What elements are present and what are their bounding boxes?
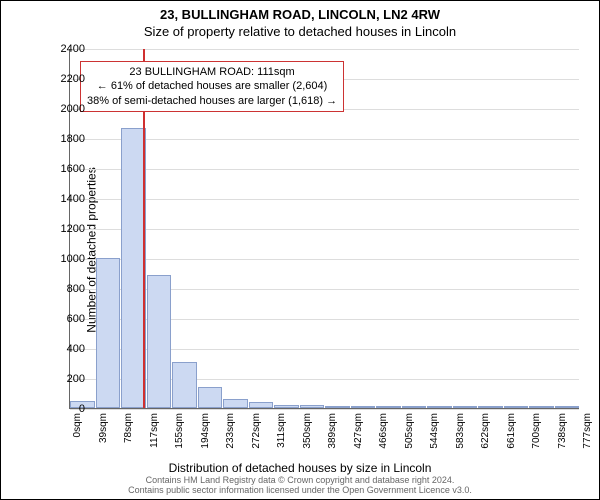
x-tick-label: 233sqm: [225, 413, 236, 449]
chart-container: 23, BULLINGHAM ROAD, LINCOLN, LN2 4RW Si…: [1, 1, 599, 499]
y-tick-label: 600: [45, 313, 85, 325]
x-tick-label: 738sqm: [557, 413, 568, 449]
y-tick-label: 400: [45, 343, 85, 355]
annotation-line2: ← 61% of detached houses are smaller (2,…: [87, 79, 337, 93]
histogram-bar: [376, 406, 401, 408]
histogram-bar: [172, 362, 197, 409]
gridline: [70, 139, 579, 140]
annotation-line3: 38% of semi-detached houses are larger (…: [87, 94, 337, 108]
x-tick-label: 117sqm: [149, 413, 160, 448]
histogram-bar: [198, 387, 223, 408]
footnote: Contains HM Land Registry data © Crown c…: [1, 475, 599, 495]
annotation-box: 23 BULLINGHAM ROAD: 111sqm← 61% of detac…: [80, 61, 344, 112]
histogram-bar: [223, 399, 248, 408]
y-tick-label: 1400: [45, 193, 85, 205]
y-tick-label: 800: [45, 283, 85, 295]
histogram-bar: [325, 406, 350, 408]
x-tick-label: 0sqm: [72, 413, 83, 437]
y-tick-label: 1600: [45, 163, 85, 175]
x-tick-label: 350sqm: [302, 413, 313, 449]
histogram-bar: [478, 406, 503, 408]
x-tick-label: 622sqm: [480, 413, 491, 449]
gridline: [70, 409, 579, 410]
x-tick-label: 427sqm: [353, 413, 364, 449]
x-tick-label: 777sqm: [582, 413, 593, 449]
histogram-bar: [427, 406, 452, 408]
y-tick-label: 1800: [45, 133, 85, 145]
y-tick-label: 1000: [45, 253, 85, 265]
histogram-bar: [453, 406, 478, 408]
plot-area: 23 BULLINGHAM ROAD: 111sqm← 61% of detac…: [69, 49, 579, 409]
gridline: [70, 169, 579, 170]
histogram-bar: [147, 275, 172, 409]
histogram-bar: [402, 406, 427, 408]
y-tick-label: 2000: [45, 103, 85, 115]
histogram-bar: [96, 258, 121, 408]
histogram-bar: [274, 405, 299, 408]
x-tick-label: 661sqm: [506, 413, 517, 449]
x-tick-label: 583sqm: [455, 413, 466, 449]
gridline: [70, 229, 579, 230]
histogram-bar: [555, 406, 580, 408]
gridline: [70, 259, 579, 260]
x-tick-label: 311sqm: [276, 413, 287, 448]
chart-title-line1: 23, BULLINGHAM ROAD, LINCOLN, LN2 4RW: [1, 1, 599, 22]
gridline: [70, 49, 579, 50]
x-axis-label: Distribution of detached houses by size …: [1, 461, 599, 475]
x-tick-label: 78sqm: [123, 413, 134, 443]
footnote-line2: Contains public sector information licen…: [128, 485, 472, 495]
x-tick-label: 389sqm: [327, 413, 338, 449]
y-tick-label: 2200: [45, 73, 85, 85]
histogram-bar: [121, 128, 146, 409]
chart-title-line2: Size of property relative to detached ho…: [1, 22, 599, 39]
x-tick-label: 272sqm: [251, 413, 262, 449]
x-tick-label: 466sqm: [378, 413, 389, 449]
footnote-line1: Contains HM Land Registry data © Crown c…: [146, 475, 455, 485]
annotation-line1: 23 BULLINGHAM ROAD: 111sqm: [87, 65, 337, 79]
x-tick-label: 505sqm: [404, 413, 415, 449]
histogram-bar: [351, 406, 376, 408]
y-tick-label: 2400: [45, 43, 85, 55]
y-tick-label: 1200: [45, 223, 85, 235]
x-tick-label: 194sqm: [200, 413, 211, 449]
y-tick-label: 200: [45, 373, 85, 385]
histogram-bar: [300, 405, 325, 408]
x-tick-label: 39sqm: [98, 413, 109, 443]
x-tick-label: 155sqm: [174, 413, 185, 449]
histogram-bar: [249, 402, 274, 408]
x-tick-label: 700sqm: [531, 413, 542, 449]
histogram-bar: [504, 406, 529, 408]
histogram-bar: [529, 406, 554, 408]
gridline: [70, 199, 579, 200]
x-tick-label: 544sqm: [429, 413, 440, 449]
